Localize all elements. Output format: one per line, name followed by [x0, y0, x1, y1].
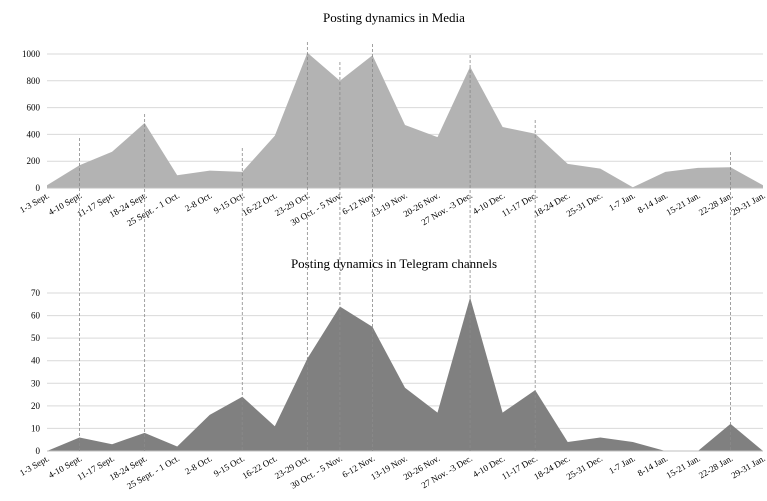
media-x-tick-label: 2-8 Oct.: [183, 190, 214, 213]
telegram-x-tick-label: 1-3 Sept.: [18, 453, 51, 478]
telegram-x-tick-label: 18-24 Dec.: [532, 453, 572, 482]
media-x-tick-label: 8-14 Jan.: [636, 190, 670, 215]
media-x-tick-label: 25-31 Dec.: [565, 190, 605, 219]
telegram-y-tick-label: 60: [31, 311, 41, 321]
telegram-y-tick-label: 20: [31, 401, 41, 411]
media-x-tick-label: 29-31 Jan.: [730, 190, 767, 217]
media-area: [47, 52, 763, 189]
media-y-tick-label: 400: [27, 129, 41, 139]
media-x-tick-label: 18-24 Dec.: [532, 190, 572, 219]
telegram-y-tick-label: 50: [31, 333, 41, 343]
telegram-x-tick-label: 22-28 Jan.: [697, 453, 734, 480]
media-y-tick-label: 1000: [22, 49, 41, 59]
telegram-y-tick-label: 10: [31, 423, 41, 433]
telegram-area: [47, 297, 763, 451]
media-y-tick-label: 0: [36, 183, 41, 193]
telegram-x-tick-label: 16-22 Oct.: [240, 453, 278, 481]
telegram-x-tick-label: 29-31 Jan.: [730, 453, 767, 480]
media-x-tick-label: 1-7 Jan.: [607, 190, 637, 213]
media-y-tick-label: 800: [27, 76, 41, 86]
telegram-y-tick-label: 0: [36, 446, 41, 456]
telegram-y-tick-label: 40: [31, 356, 41, 366]
media-x-tick-label: 15-21 Jan.: [664, 190, 701, 217]
telegram-y-tick-label: 30: [31, 378, 41, 388]
telegram-x-tick-label: 15-21 Jan.: [664, 453, 701, 480]
telegram-x-tick-label: 25-31 Dec.: [565, 453, 605, 482]
media-x-tick-label: 22-28 Jan.: [697, 190, 734, 217]
telegram-chart-title: Posting dynamics in Telegram channels: [291, 256, 497, 271]
media-x-tick-label: 11-17 Dec.: [500, 190, 539, 218]
media-y-tick-label: 200: [27, 156, 41, 166]
media-chart-title: Posting dynamics in Media: [323, 10, 465, 25]
media-y-tick-label: 600: [27, 103, 41, 113]
telegram-x-tick-label: 11-17 Dec.: [500, 453, 539, 481]
dashed-guide-lines: [79, 42, 731, 451]
media-x-tick-label: 1-3 Sept.: [18, 190, 51, 215]
telegram-x-tick-label: 2-8 Oct.: [183, 453, 214, 476]
telegram-y-tick-label: 70: [31, 288, 41, 298]
telegram-x-tick-label: 1-7 Jan.: [607, 453, 637, 476]
media-x-tick-label: 16-22 Oct.: [240, 190, 278, 218]
telegram-x-tick-label: 8-14 Jan.: [636, 453, 670, 478]
